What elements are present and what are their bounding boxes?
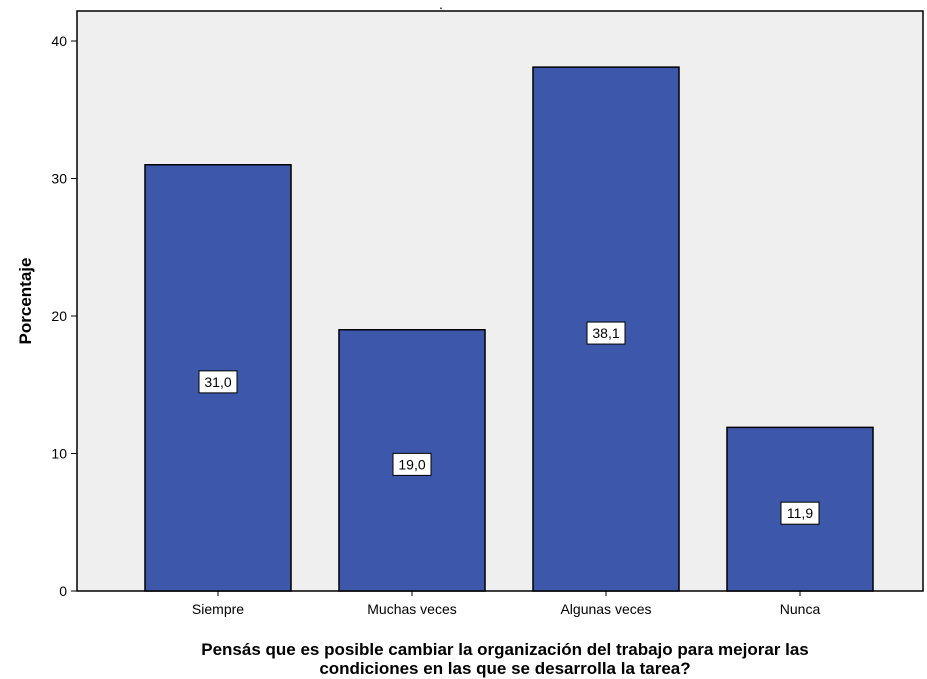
y-tick-label: 20 bbox=[51, 308, 67, 324]
data-label-box bbox=[586, 321, 626, 345]
data-label-box bbox=[780, 501, 820, 525]
data-label: 11,9 bbox=[787, 505, 813, 521]
data-label-box bbox=[198, 370, 238, 394]
chart-title: . bbox=[439, 0, 443, 12]
y-tick-label: 30 bbox=[51, 171, 67, 187]
y-tick-label: 0 bbox=[59, 583, 67, 599]
x-axis: Siempre Muchas veces Algunas veces Nunca bbox=[192, 591, 821, 617]
data-label-box bbox=[392, 452, 432, 476]
y-tick-label: 10 bbox=[51, 446, 67, 462]
y-axis: 0 10 20 30 40 bbox=[51, 33, 77, 599]
x-axis-title-line-1: Pensás que es posible cambiar la organiz… bbox=[201, 640, 809, 659]
y-tick-label: 40 bbox=[51, 33, 67, 49]
x-tick-label: Algunas veces bbox=[560, 601, 651, 617]
x-axis-title-line-2: condiciones en las que se desarrolla la … bbox=[319, 659, 690, 678]
y-axis-title: Porcentaje bbox=[16, 258, 35, 345]
x-tick-label: Nunca bbox=[780, 601, 821, 617]
x-tick-label: Siempre bbox=[192, 601, 244, 617]
data-label: 38,1 bbox=[592, 325, 619, 341]
x-tick-label: Muchas veces bbox=[367, 601, 456, 617]
data-label: 31,0 bbox=[204, 374, 231, 390]
bars: 31,0 19,0 38,1 11,9 bbox=[144, 66, 874, 592]
data-label: 19,0 bbox=[398, 456, 425, 472]
